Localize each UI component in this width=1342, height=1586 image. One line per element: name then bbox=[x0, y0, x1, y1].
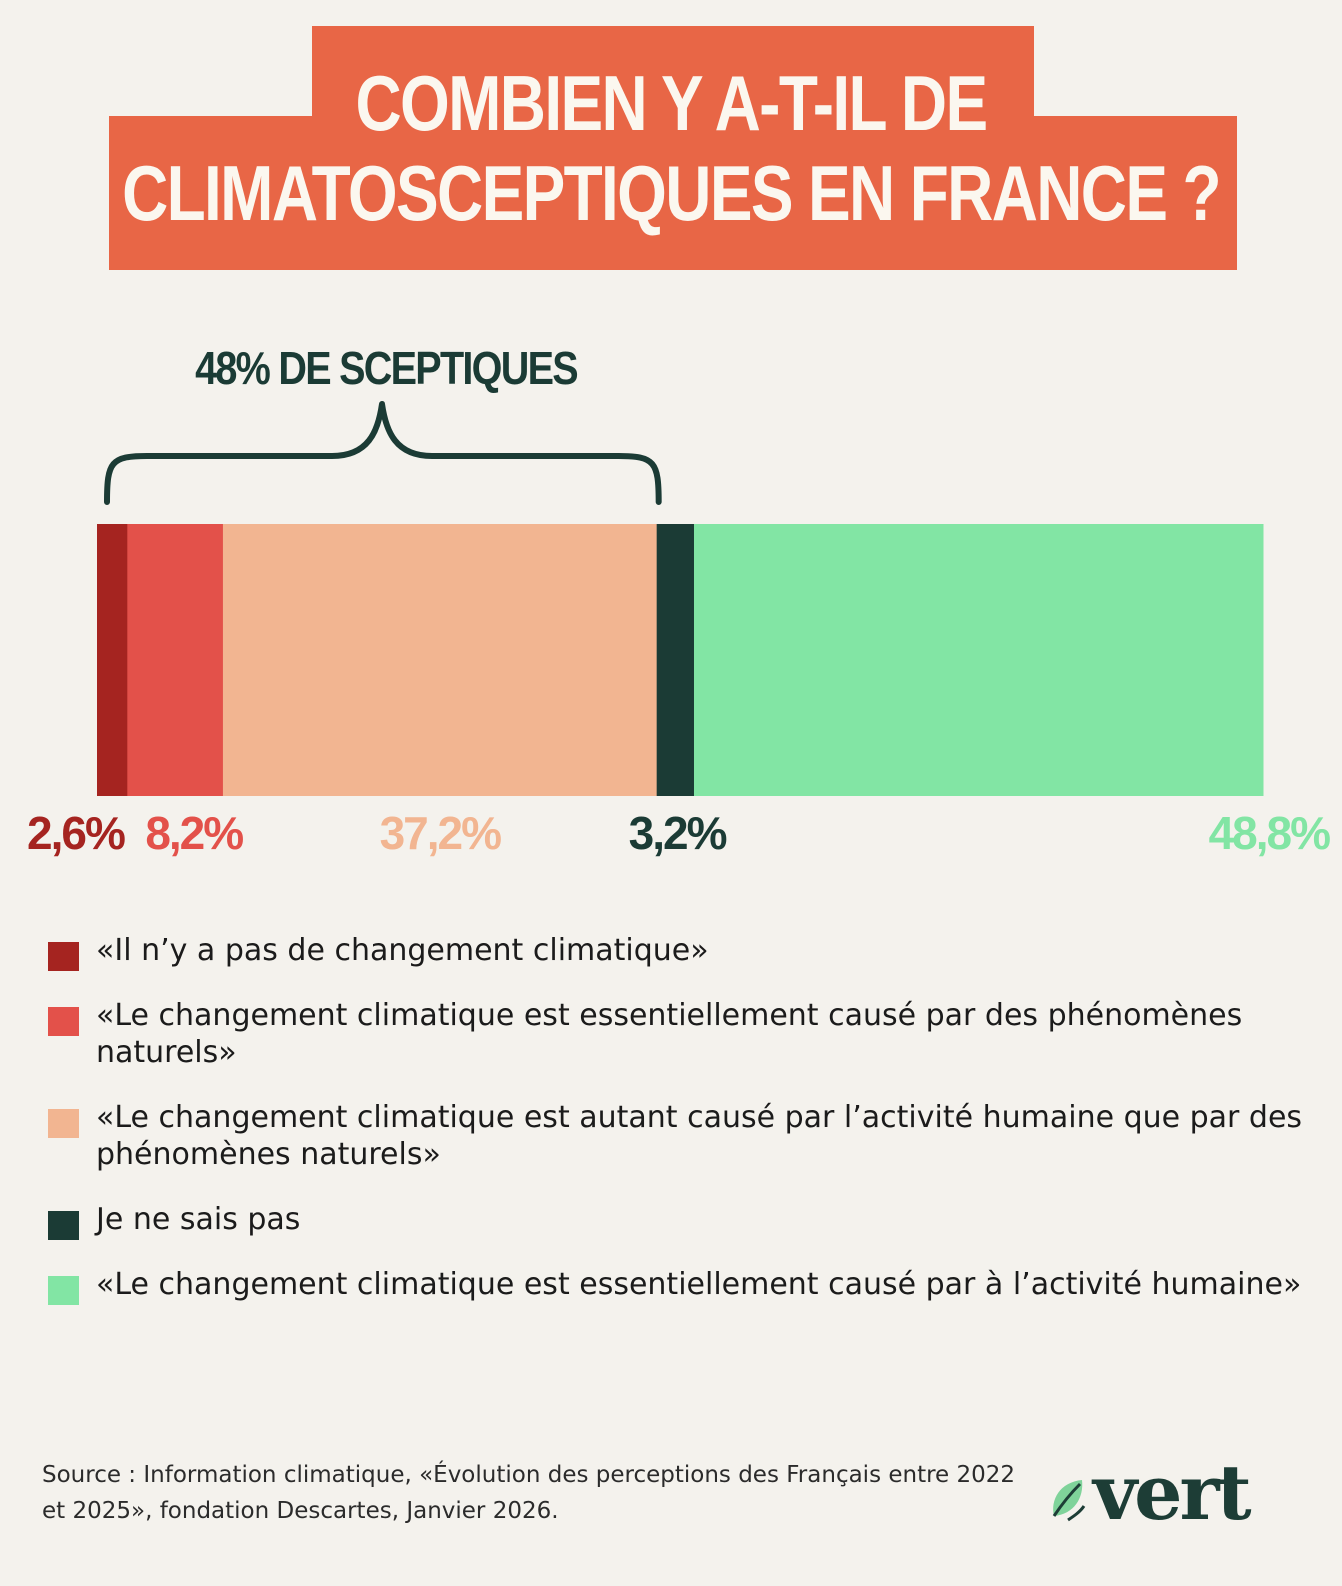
title-background-top bbox=[312, 26, 1034, 126]
legend-item-2: «Le changement climatique est essentiell… bbox=[48, 997, 1308, 1071]
value-label-3: 37,2% bbox=[380, 807, 502, 859]
bar-segment-2 bbox=[127, 524, 224, 796]
legend-swatch bbox=[48, 1211, 79, 1240]
legend-label: «Le changement climatique est essentiell… bbox=[96, 1267, 1302, 1302]
vert-logo: vert bbox=[1048, 1448, 1293, 1538]
legend-item-3: «Le changement climatique est autant cau… bbox=[48, 1099, 1308, 1173]
title-line-2: CLIMATOSCEPTIQUES EN FRANCE ? bbox=[122, 149, 1221, 237]
legend-swatch bbox=[48, 1276, 79, 1305]
legend-swatch bbox=[48, 1007, 79, 1036]
source-note: Source : Information climatique, «Évolut… bbox=[42, 1462, 1016, 1524]
value-label-2: 8,2% bbox=[145, 807, 243, 859]
title-banner: COMBIEN Y A-T-IL DE CLIMATOSCEPTIQUES EN… bbox=[0, 0, 1342, 280]
chart-svg: 2,6% 8,2% 37,2% 3,2% 48,8% 48% DE SCEPTIQUES bbox=[27, 343, 1332, 859]
legend-label: «Le changement climatique est autant cau… bbox=[96, 1100, 1303, 1172]
leaf-icon bbox=[1052, 1480, 1086, 1522]
title-line-1: COMBIEN Y A-T-IL DE bbox=[355, 59, 988, 147]
legend: «Il n’y a pas de changement climatique» «… bbox=[48, 932, 1308, 1331]
title-background-bottom bbox=[109, 116, 1237, 270]
legend-swatch bbox=[48, 1109, 79, 1138]
bar-segment-3 bbox=[222, 524, 658, 796]
skeptic-annotation: 48% DE SCEPTIQUES bbox=[195, 343, 577, 394]
bar-segment-4 bbox=[656, 524, 695, 796]
legend-label: «Il n’y a pas de changement climatique» bbox=[96, 933, 709, 968]
logo-text: vert bbox=[1093, 1448, 1252, 1537]
legend-item-1: «Il n’y a pas de changement climatique» bbox=[48, 932, 1308, 971]
bar-segment-1 bbox=[97, 524, 128, 796]
legend-item-5: «Le changement climatique est essentiell… bbox=[48, 1266, 1308, 1305]
legend-label: Je ne sais pas bbox=[96, 1202, 301, 1237]
skeptic-brace bbox=[104, 401, 662, 505]
legend-swatch bbox=[48, 942, 79, 971]
bar-segment-5 bbox=[693, 524, 1264, 796]
legend-item-4: Je ne sais pas bbox=[48, 1201, 1308, 1240]
value-label-1: 2,6% bbox=[27, 807, 125, 859]
legend-label: «Le changement climatique est essentiell… bbox=[96, 998, 1243, 1070]
value-label-4: 3,2% bbox=[629, 807, 727, 859]
value-label-5: 48,8% bbox=[1209, 807, 1331, 859]
